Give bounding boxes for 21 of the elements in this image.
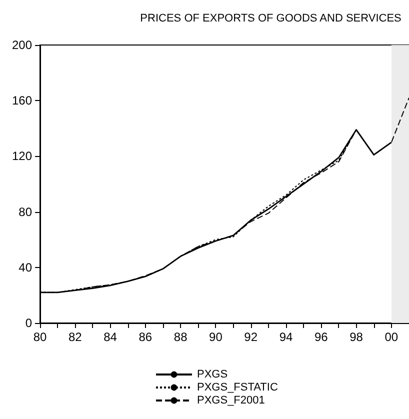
x-tick-label: 80: [33, 330, 47, 344]
legend-label: PXGS: [197, 368, 228, 380]
chart-title: PRICES OF EXPORTS OF GOODS AND SERVICES: [140, 12, 402, 24]
x-tick-label: 88: [174, 330, 188, 344]
y-tick-label: 160: [12, 94, 32, 108]
x-tick-label: 90: [209, 330, 223, 344]
y-tick-label: 0: [25, 316, 32, 330]
x-tick-label: 00: [384, 330, 398, 344]
x-tick-label: 82: [68, 330, 82, 344]
x-tick-label: 84: [104, 330, 118, 344]
x-tick-label: 98: [350, 330, 364, 344]
x-tick-label: 92: [244, 330, 258, 344]
y-tick-label: 200: [12, 38, 32, 52]
y-tick-label: 80: [18, 204, 32, 219]
x-tick-label: 94: [279, 330, 293, 344]
x-tick-label: 96: [314, 330, 328, 344]
legend-label: PXGS_FSTATIC: [197, 382, 278, 394]
legend-label: PXGS_F2001: [197, 394, 265, 406]
y-tick-label: 40: [18, 260, 32, 274]
x-tick-label: 86: [138, 330, 152, 344]
y-tick-label: 120: [12, 149, 32, 164]
